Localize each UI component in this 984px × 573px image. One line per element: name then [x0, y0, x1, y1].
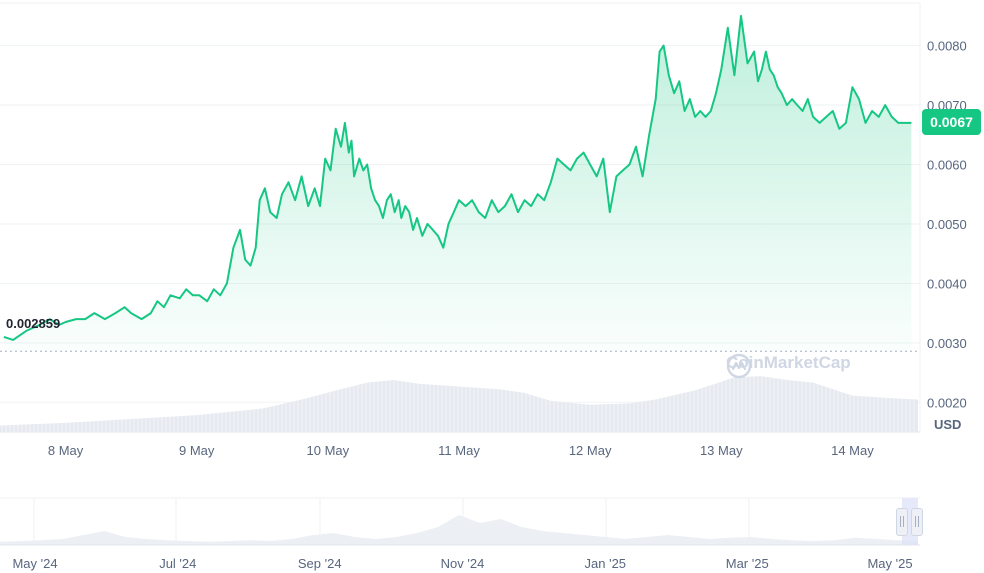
nav-x-label: May '25: [867, 556, 912, 571]
x-tick-label: 10 May: [307, 443, 350, 458]
y-tick-label: 0.0020: [927, 395, 967, 410]
range-navigator[interactable]: May '24 Jul '24 Sep '24 Nov '24 Jan '25 Mar '…: [0, 497, 920, 571]
x-tick-label: 9 May: [179, 443, 215, 458]
y-tick-label: 0.0030: [927, 336, 967, 351]
current-price-badge: 0.0067: [922, 109, 981, 135]
nav-series-area: [0, 515, 918, 545]
nav-x-label: May '24: [12, 556, 57, 571]
price-area-fill: [3, 15, 912, 352]
x-tick-label: 11 May: [438, 443, 480, 458]
y-tick-label: 0.0050: [927, 217, 967, 232]
x-tick-label: 13 May: [700, 443, 743, 458]
y-tick-label: 0.0040: [927, 276, 967, 291]
coinmarketcap-watermark: CoinMarketCap: [726, 353, 851, 379]
low-price-label: 0.002859: [6, 316, 61, 331]
volume-bars: [0, 366, 918, 432]
x-tick-label: 8 May: [48, 443, 84, 458]
x-tick-label: 12 May: [569, 443, 612, 458]
nav-x-label: Nov '24: [441, 556, 485, 571]
unit-label: USD: [934, 417, 961, 432]
nav-x-label: Jan '25: [585, 556, 627, 571]
axis-ticks: 0.00800.00700.00600.00500.00400.00300.00…: [48, 39, 967, 458]
price-area: [3, 14, 912, 352]
nav-x-label: Jul '24: [159, 556, 196, 571]
watermark-text: CoinMarketCap: [726, 353, 851, 372]
range-handle-left[interactable]: [896, 508, 908, 536]
y-tick-label: 0.0060: [927, 158, 967, 173]
x-tick-label: 14 May: [831, 443, 874, 458]
y-tick-label: 0.0080: [927, 39, 967, 54]
nav-x-label: Mar '25: [726, 556, 769, 571]
range-handle-right[interactable]: [911, 508, 923, 536]
price-line: [3, 14, 912, 341]
coinmarketcap-logo-icon: [726, 353, 752, 379]
nav-x-label: Sep '24: [298, 556, 342, 571]
